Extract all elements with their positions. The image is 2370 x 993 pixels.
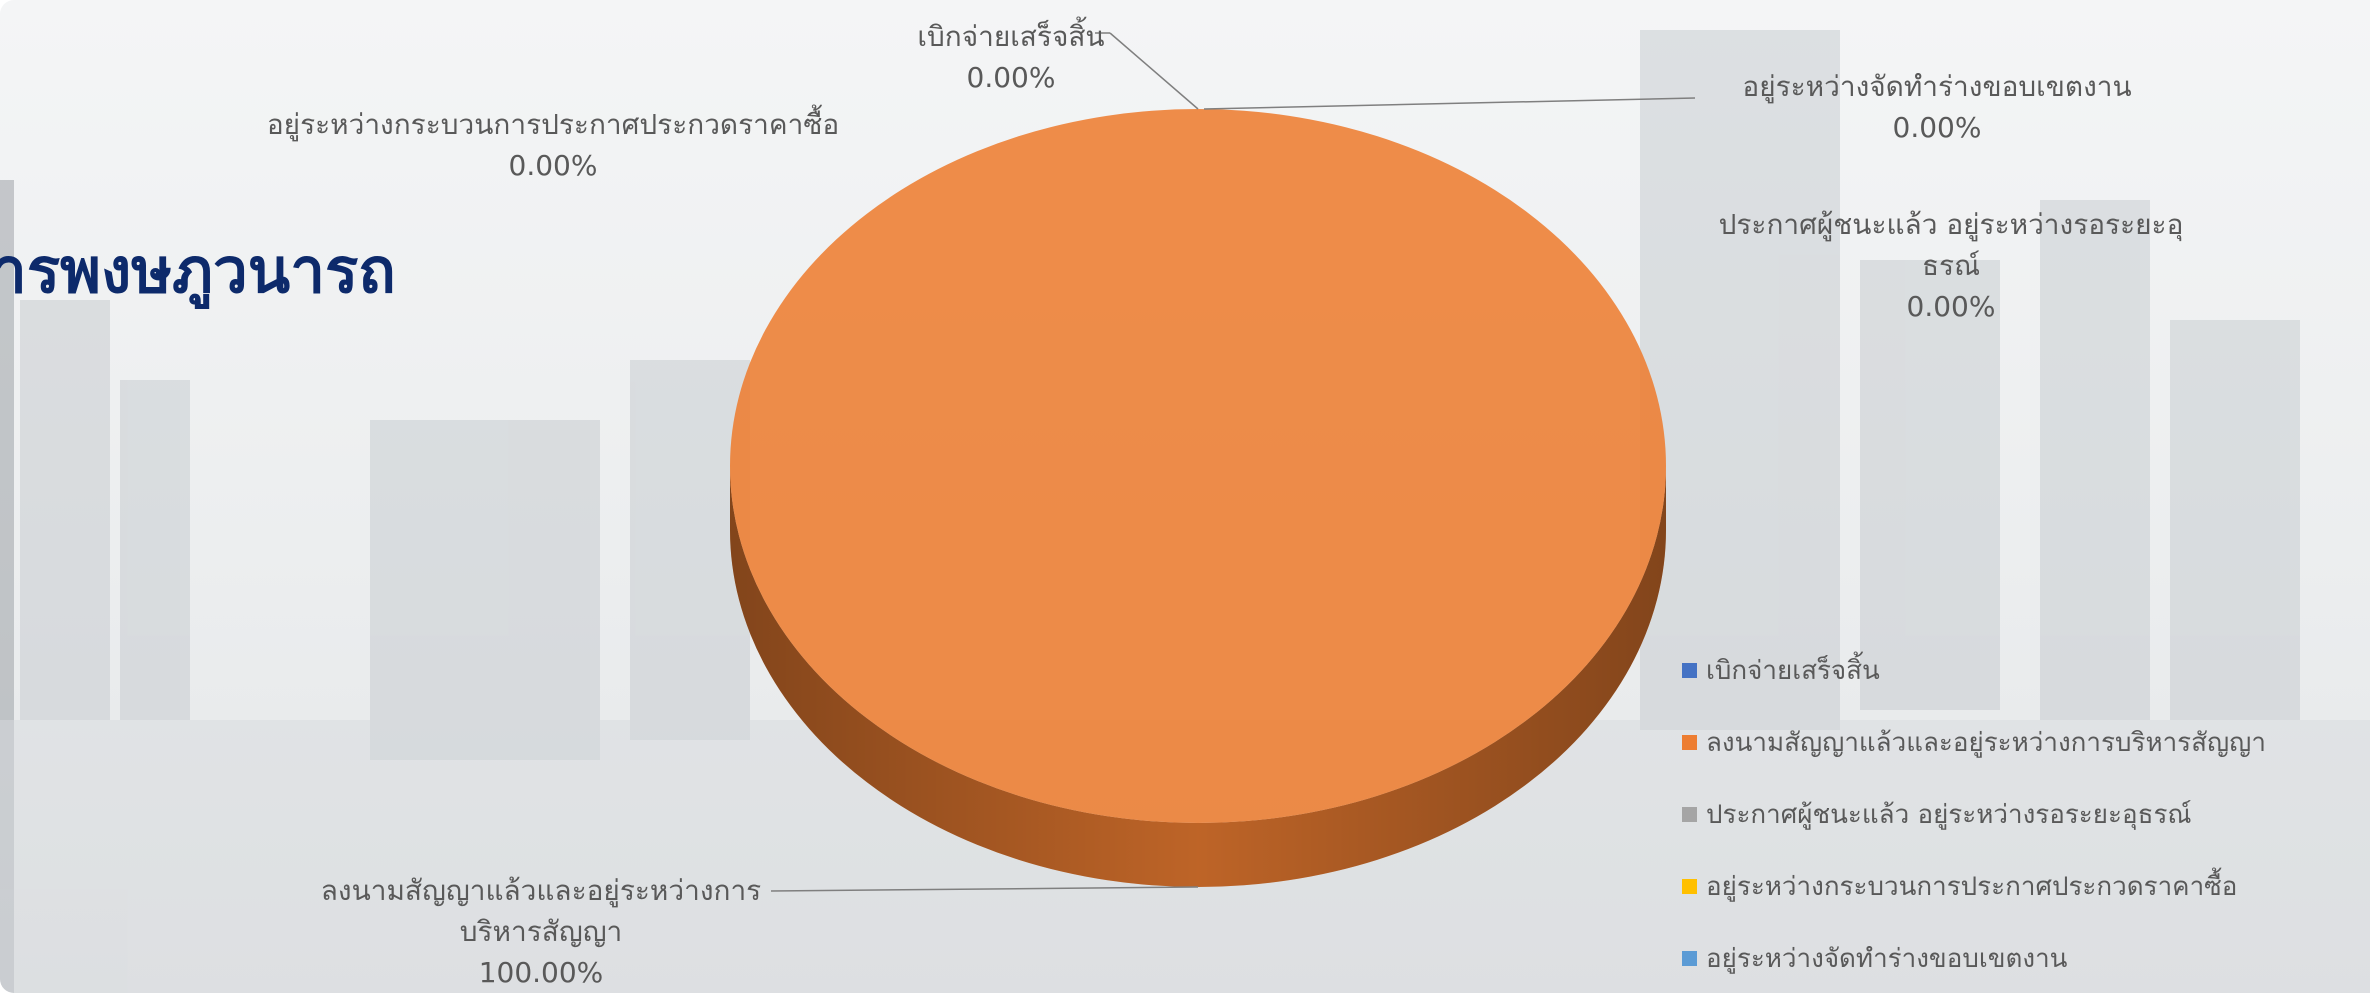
- legend-swatch: [1682, 879, 1697, 894]
- legend-label: เบิกจ่ายเสร็จสิ้น: [1706, 650, 1880, 691]
- data-label-category: ลงนามสัญญาแล้วและอยู่ระหว่างการบริหารสัญ…: [321, 874, 761, 948]
- data-label: เบิกจ่ายเสร็จสิ้น 0.00%: [851, 16, 1171, 98]
- legend-item: ประกาศผู้ชนะแล้ว อยู่ระหว่างรอระยะอุธรณ์: [1682, 794, 2192, 835]
- legend-swatch: [1682, 735, 1697, 750]
- legend-label: อยู่ระหว่างกระบวนการประกาศประกวดราคาซื้อ: [1706, 866, 2237, 907]
- data-label-category: อยู่ระหว่างกระบวนการประกาศประกวดราคาซื้อ: [267, 108, 839, 141]
- legend-item: อยู่ระหว่างจัดทำร่างขอบเขตงาน: [1682, 938, 2067, 979]
- data-label: อยู่ระหว่างจัดทำร่างขอบเขตงาน 0.00%: [1637, 66, 2237, 148]
- data-label-value: 100.00%: [479, 956, 604, 989]
- legend-item: อยู่ระหว่างกระบวนการประกาศประกวดราคาซื้อ: [1682, 866, 2237, 907]
- legend-label: ลงนามสัญญาแล้วและอยู่ระหว่างการบริหารสัญ…: [1706, 722, 2266, 763]
- data-label-value: 0.00%: [509, 149, 598, 182]
- legend-swatch: [1682, 951, 1697, 966]
- legend-swatch: [1682, 663, 1697, 678]
- data-label-category: ประกาศผู้ชนะแล้ว อยู่ระหว่างรอระยะอุธรณ์: [1719, 208, 2184, 282]
- legend-swatch: [1682, 807, 1697, 822]
- data-label-value: 0.00%: [967, 61, 1056, 94]
- data-label-category: อยู่ระหว่างจัดทำร่างขอบเขตงาน: [1742, 70, 2131, 103]
- leader-line: [1204, 98, 1695, 109]
- data-label: ลงนามสัญญาแล้วและอยู่ระหว่างการบริหารสัญ…: [301, 870, 781, 993]
- legend-item: เบิกจ่ายเสร็จสิ้น: [1682, 650, 1880, 691]
- data-label: ประกาศผู้ชนะแล้ว อยู่ระหว่างรอระยะอุธรณ์…: [1716, 204, 2186, 327]
- chart-panel: ารพงษภูวนารถ เบิกจ่ายเสร็จสิ้น 0.00% ลงนาม…: [0, 0, 2370, 993]
- legend-item: ลงนามสัญญาแล้วและอยู่ระหว่างการบริหารสัญ…: [1682, 722, 2266, 763]
- page-title: ารพงษภูวนารถ: [0, 222, 396, 320]
- data-label-value: 0.00%: [1893, 111, 1982, 144]
- data-label-value: 0.00%: [1907, 290, 1996, 323]
- legend-label: ประกาศผู้ชนะแล้ว อยู่ระหว่างรอระยะอุธรณ์: [1706, 794, 2192, 835]
- data-label: อยู่ระหว่างกระบวนการประกาศประกวดราคาซื้อ…: [203, 104, 903, 186]
- legend-label: อยู่ระหว่างจัดทำร่างขอบเขตงาน: [1706, 938, 2067, 979]
- data-label-category: เบิกจ่ายเสร็จสิ้น: [917, 20, 1104, 53]
